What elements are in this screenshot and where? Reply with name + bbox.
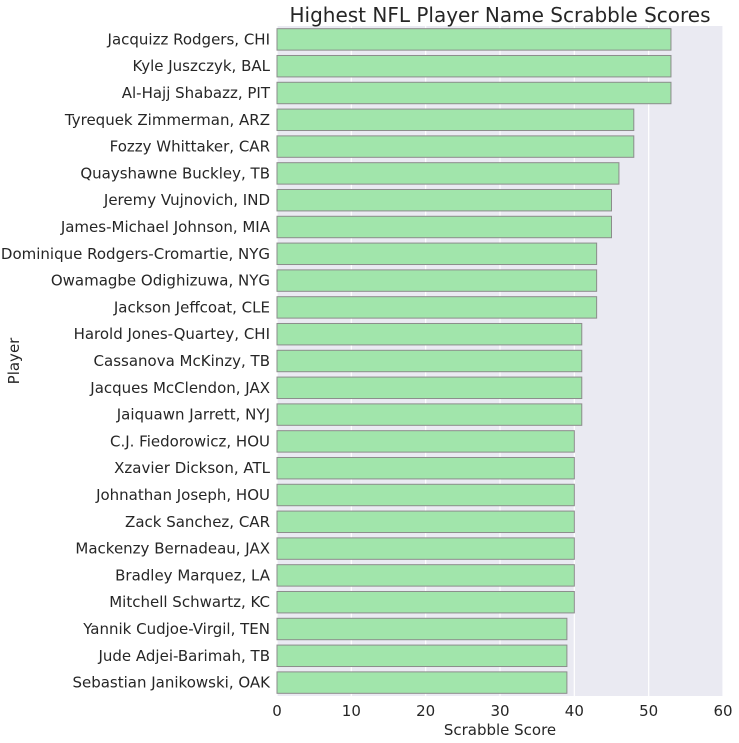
y-axis-label: Player	[5, 337, 23, 385]
bar	[276, 590, 575, 614]
category-label: James-Michael Johnson, MIA	[60, 218, 271, 236]
category-label: Dominique Rodgers-Cromartie, NYG	[1, 245, 270, 263]
bar	[276, 483, 575, 507]
category-label: Quayshawne Buckley, TB	[80, 164, 270, 182]
category-label: Mitchell Schwartz, KC	[109, 593, 270, 611]
category-label: Zack Sanchez, CAR	[125, 513, 270, 531]
bar	[276, 28, 672, 51]
x-tick-label: 40	[565, 702, 584, 720]
chart-title: Highest NFL Player Name Scrabble Scores	[289, 3, 710, 27]
bar	[276, 215, 612, 239]
category-label: Al-Hajj Shabazz, PIT	[122, 84, 271, 102]
category-label: Jacquizz Rodgers, CHI	[107, 30, 270, 48]
category-label: Harold Jones-Quartey, CHI	[74, 325, 270, 343]
category-label: Yannik Cudjoe-Virgil, TEN	[82, 620, 270, 638]
category-label: Jackson Jeffcoat, CLE	[113, 298, 270, 316]
bar	[276, 510, 575, 534]
x-axis-label: Scrabble Score	[444, 721, 556, 739]
bar	[276, 349, 583, 373]
bar	[276, 81, 672, 105]
category-label: Jacques McClendon, JAX	[89, 379, 270, 397]
bar	[276, 162, 620, 185]
bar	[276, 242, 598, 266]
x-tick-label: 20	[416, 702, 435, 720]
bar	[276, 322, 583, 346]
category-label: Owamagbe Odighizuwa, NYG	[51, 272, 270, 290]
bar	[276, 135, 635, 158]
x-tick-label: 50	[639, 702, 658, 720]
category-label: Cassanova McKinzy, TB	[94, 352, 270, 370]
x-tick-label: 10	[342, 702, 361, 720]
bar	[276, 108, 635, 132]
category-label: Bradley Marquez, LA	[115, 566, 271, 584]
category-label: Jaiquawn Jarrett, NYJ	[116, 406, 270, 424]
bar	[276, 54, 672, 78]
category-label: Mackenzy Bernadeau, JAX	[75, 540, 270, 558]
category-label: Kyle Juszczyk, BAL	[132, 57, 270, 75]
x-tick-label: 30	[490, 702, 509, 720]
category-label: Johnathan Joseph, HOU	[95, 486, 270, 504]
x-tick-label: 60	[713, 702, 732, 720]
category-label: Jeremy Vujnovich, IND	[103, 191, 270, 209]
bar	[276, 188, 612, 212]
bar	[276, 537, 575, 560]
bar	[276, 564, 575, 587]
category-label: Tyrequek Zimmerman, ARZ	[64, 111, 270, 129]
category-label: Sebastian Janikowski, OAK	[72, 674, 271, 692]
bar	[276, 456, 575, 480]
bar	[276, 617, 568, 641]
bars	[276, 28, 672, 694]
category-label: Jude Adjei-Barimah, TB	[97, 647, 270, 665]
category-labels: Jacquizz Rodgers, CHI Kyle Juszczyk, BAL A…	[1, 30, 271, 691]
bar	[276, 671, 568, 694]
bar	[276, 644, 568, 668]
x-tick-label: 0	[272, 702, 282, 720]
category-label: Fozzy Whittaker, CAR	[110, 138, 270, 156]
bar	[276, 430, 575, 453]
bar	[276, 296, 598, 319]
category-label: C.J. Fiedorowicz, HOU	[110, 432, 270, 450]
x-tick-labels: 0 10 20 30 40 50 60	[272, 702, 732, 720]
bar	[276, 403, 583, 426]
bar	[276, 269, 598, 292]
bar	[276, 376, 583, 400]
category-label: Xzavier Dickson, ATL	[114, 459, 270, 477]
